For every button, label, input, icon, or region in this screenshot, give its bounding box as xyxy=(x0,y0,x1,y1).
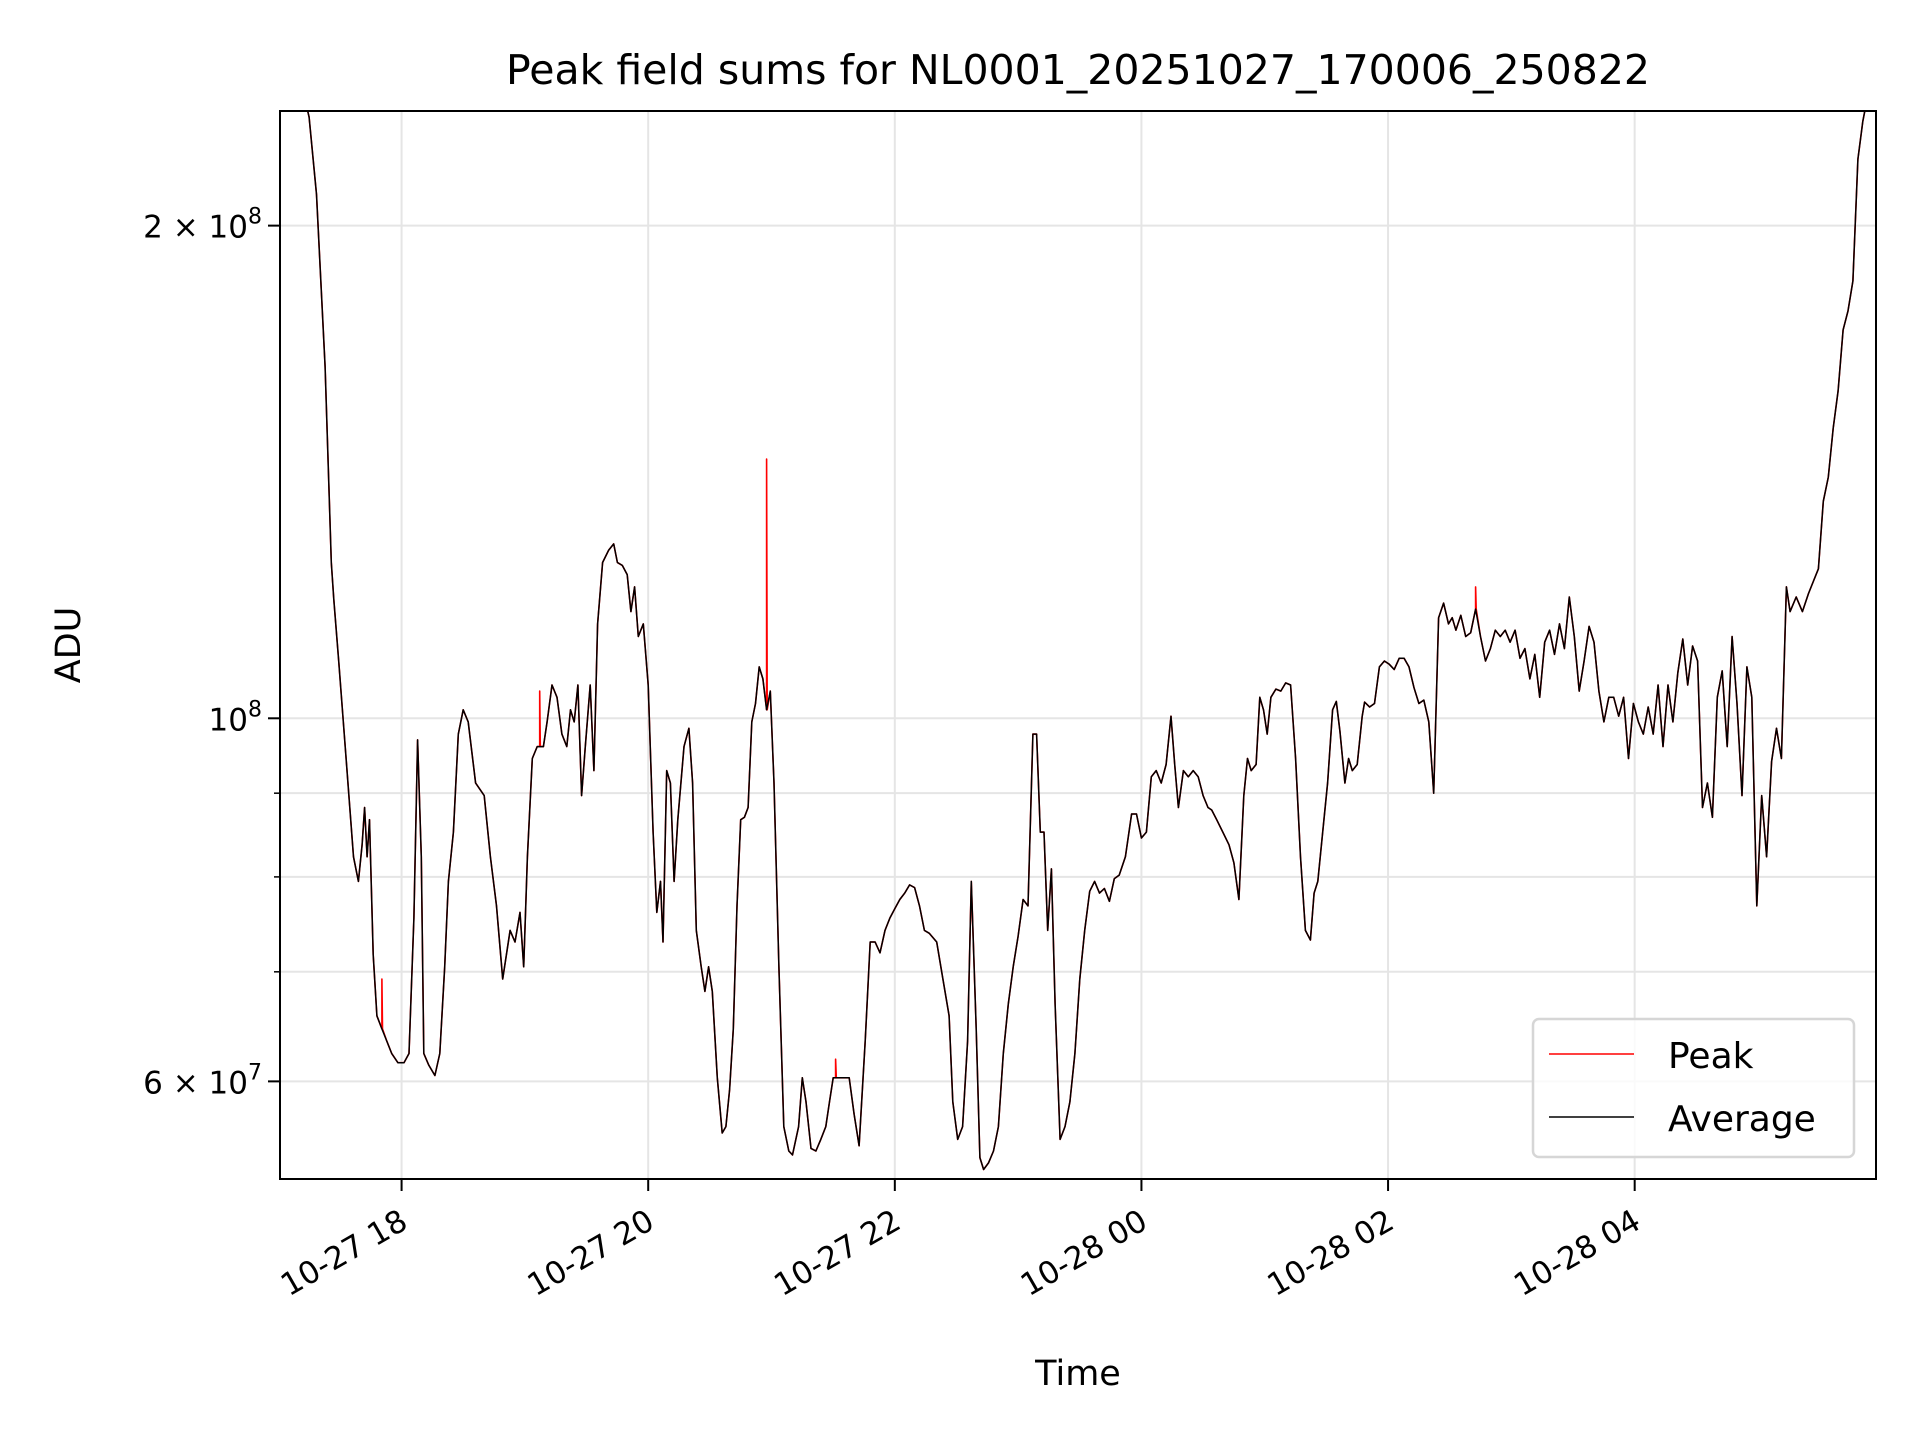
legend-average-label: Average xyxy=(1668,1099,1816,1140)
y-tick-label: 6 × 107 xyxy=(143,1060,262,1101)
y-tick-label: 2 × 108 xyxy=(143,205,262,246)
x-tick-label: 10-27 22 xyxy=(768,1203,907,1304)
chart-title: Peak field sums for NL0001_20251027_1700… xyxy=(506,46,1650,94)
x-tick-label: 10-28 00 xyxy=(1015,1203,1154,1304)
x-axis-ticks: 10-27 18 10-27 20 10-27 22 10-28 00 10-28 02… xyxy=(275,1179,1647,1304)
peak-series-line xyxy=(306,111,1866,1171)
y-axis-ticks: 2 × 108 108 6 × 107 xyxy=(143,205,280,1101)
x-tick-label: 10-28 04 xyxy=(1508,1203,1647,1304)
x-tick-label: 10-27 18 xyxy=(275,1203,414,1304)
series-lines xyxy=(306,111,1866,1171)
legend-peak-label: Peak xyxy=(1668,1036,1754,1077)
x-tick-label: 10-27 20 xyxy=(521,1203,660,1304)
grid-lines xyxy=(280,111,1876,1179)
legend: Peak Average xyxy=(1531,1017,1856,1159)
y-tick-label: 108 xyxy=(209,697,262,738)
y-axis-label: ADU xyxy=(49,607,89,684)
x-axis-label: Time xyxy=(1034,1354,1121,1394)
x-tick-label: 10-28 02 xyxy=(1261,1203,1400,1304)
average-series-line xyxy=(306,111,1866,1171)
plot-frame xyxy=(279,110,1877,1180)
